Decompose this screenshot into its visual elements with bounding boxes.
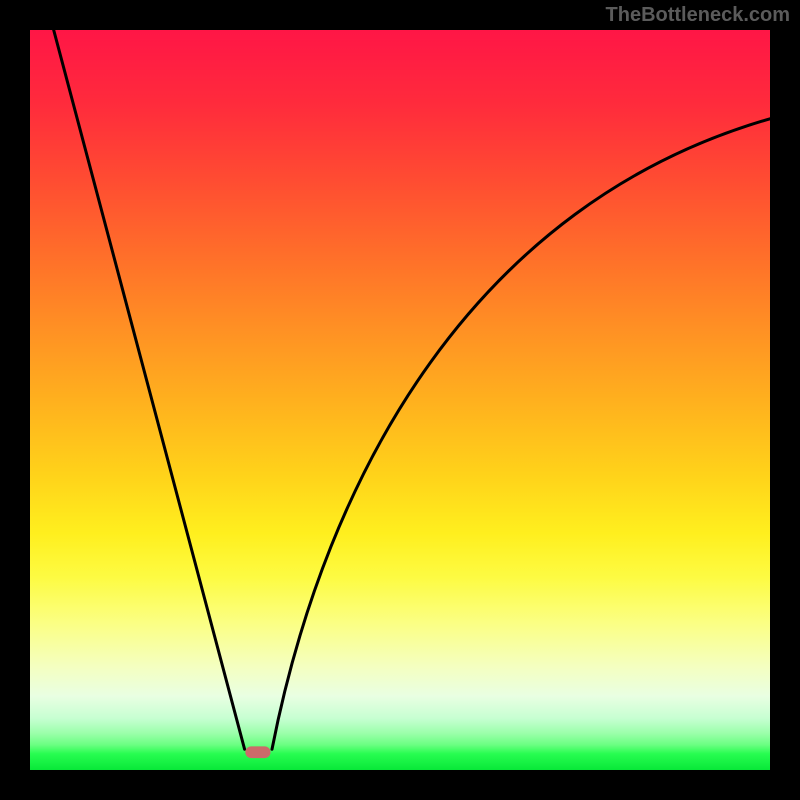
plot-area — [30, 30, 770, 770]
bottleneck-chart — [30, 30, 770, 770]
optimal-point-marker — [245, 746, 270, 758]
chart-container: TheBottleneck.com — [0, 0, 800, 800]
gradient-background — [30, 30, 770, 770]
watermark-text: TheBottleneck.com — [606, 4, 790, 27]
